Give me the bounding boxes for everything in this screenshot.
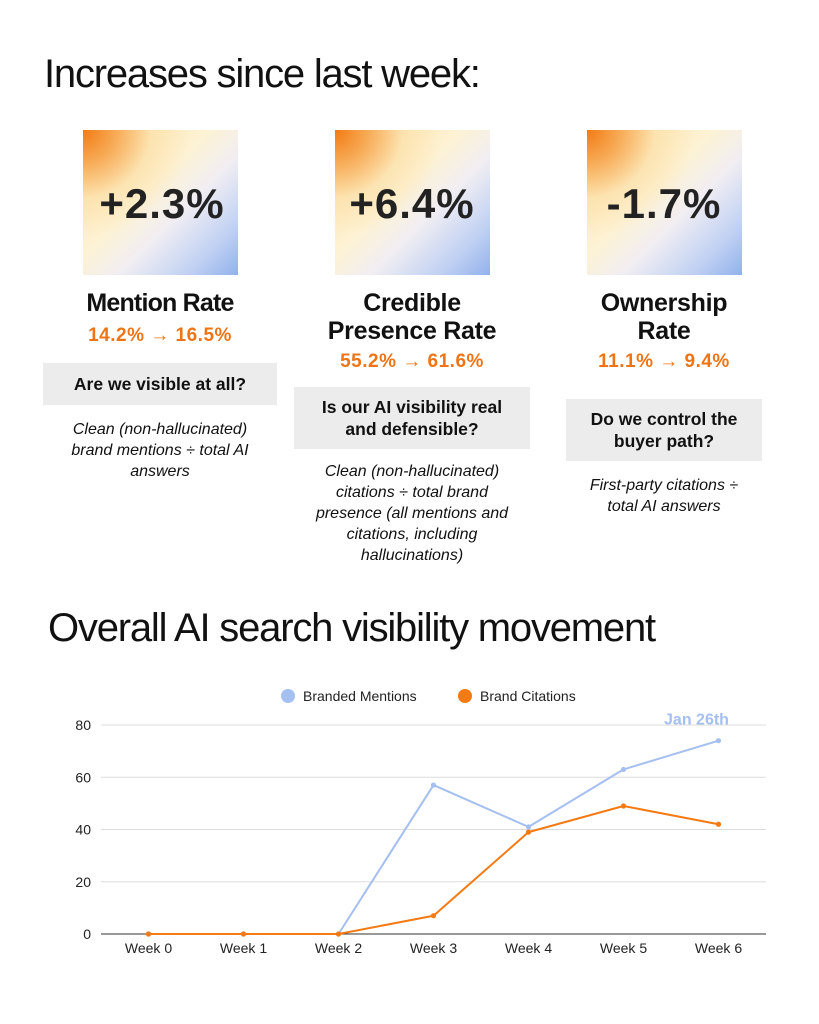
metric-range: 55.2% → 61.6% <box>340 351 484 372</box>
metric-range: 14.2% → 16.5% <box>88 325 232 346</box>
metric-name: Credible Presence Rate <box>327 289 497 345</box>
data-point <box>240 931 247 937</box>
y-axis: 0 20 40 60 80 <box>75 717 91 942</box>
chart-title: Overall AI search visibility movement <box>48 606 656 650</box>
data-point <box>525 824 532 830</box>
series-line <box>148 739 719 935</box>
chart-series <box>145 738 722 937</box>
data-point <box>335 931 342 937</box>
legend-label: Brand Citations <box>480 688 576 704</box>
metric-card-credible-presence-rate: +6.4% Credible Presence Rate 55.2% → 61.… <box>292 130 532 566</box>
headline: Increases since last week: <box>44 52 481 96</box>
metric-question: Are we visible at all? <box>43 363 277 405</box>
x-tick-label: Week 5 <box>600 940 647 956</box>
y-tick-label: 80 <box>75 717 91 733</box>
y-tick-label: 0 <box>83 926 91 942</box>
change-value: +2.3% <box>99 180 225 227</box>
change-value: -1.7% <box>606 180 722 227</box>
metric-question: Is our AI visibility real and defensible… <box>294 387 530 449</box>
metric-description: Clean (non-hallucinated) citations ÷ tot… <box>315 463 509 564</box>
chart-legend: Branded Mentions Brand Citations <box>281 688 576 704</box>
data-point <box>525 829 532 835</box>
metric-description: Clean (non-hallucinated) brand mentions … <box>71 421 249 480</box>
x-tick-label: Week 2 <box>315 940 362 956</box>
gradient-tile: -1.7% <box>586 130 742 275</box>
x-tick-label: Week 3 <box>410 940 457 956</box>
gradient-tile: +6.4% <box>334 130 490 275</box>
metric-card-ownership-rate: -1.7% Ownership Rate 11.1% → 9.4% Do we … <box>544 130 784 517</box>
x-tick-label: Week 0 <box>125 940 172 956</box>
metric-name: Mention Rate <box>86 289 234 317</box>
legend-label: Branded Mentions <box>303 688 417 704</box>
y-tick-label: 20 <box>75 874 91 890</box>
y-tick-label: 60 <box>75 769 91 785</box>
metric-question: Do we control the buyer path? <box>566 399 762 461</box>
y-tick-label: 40 <box>75 822 91 838</box>
data-point <box>715 821 722 827</box>
metric-description: First-party citations ÷ total AI answers <box>589 477 739 515</box>
data-point <box>430 913 437 919</box>
metric-range: 11.1% → 9.4% <box>598 351 730 372</box>
legend-marker <box>281 689 295 703</box>
change-value: +6.4% <box>349 180 475 227</box>
annotation-label: Jan 26th <box>664 712 729 729</box>
line-chart: Branded Mentions Brand Citations 0 20 40 60 8… <box>75 688 766 956</box>
metric-name: Ownership Rate <box>600 289 728 345</box>
data-point <box>620 803 627 809</box>
chart-annotation: Jan 26th <box>664 712 729 729</box>
chart-grid <box>101 724 766 935</box>
data-point <box>430 782 437 788</box>
data-point <box>620 766 627 773</box>
gradient-tile: +2.3% <box>82 130 238 275</box>
data-point <box>715 738 722 744</box>
x-axis: Week 0 Week 1 Week 2 Week 3 Week 4 Week 5 Week… <box>125 940 742 956</box>
legend-marker <box>458 689 472 703</box>
x-tick-label: Week 1 <box>220 940 267 956</box>
x-tick-label: Week 6 <box>695 940 742 956</box>
x-tick-label: Week 4 <box>505 940 552 956</box>
data-point <box>145 931 152 937</box>
metric-card-mention-rate: +2.3% Mention Rate 14.2% → 16.5% Are we … <box>40 130 280 482</box>
